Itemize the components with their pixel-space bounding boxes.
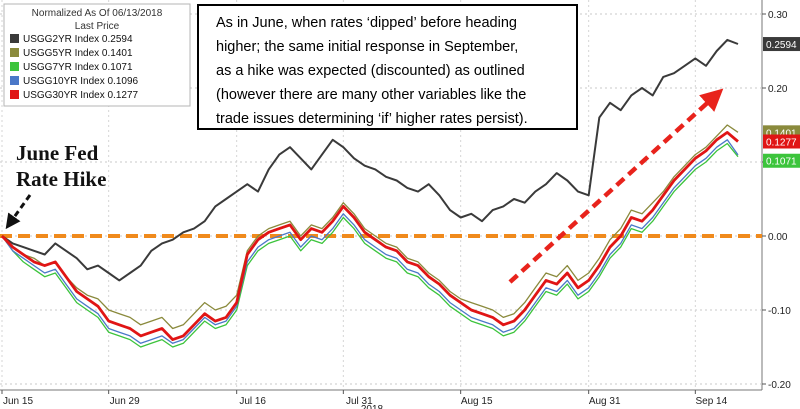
last-price-tag-label: 0.1277	[766, 138, 797, 149]
legend-swatch	[10, 62, 19, 71]
annotation-line-2: higher; the same initial response in Sep…	[216, 39, 518, 55]
y-axis-ticks: 0.300.200.100.00-0.10-0.20	[762, 10, 791, 391]
legend: Normalized As Of 06/13/2018 Last Price U…	[3, 3, 191, 107]
last-price-tag: 0.1071	[763, 153, 800, 168]
legend-title: Normalized As Of 06/13/2018	[32, 8, 163, 19]
annotation-line-4: (however there are many other variables …	[216, 87, 526, 103]
x-tick-label: Jun 29	[110, 396, 140, 407]
event-label-line1: June Fed	[16, 141, 99, 165]
legend-label: USGG2YR Index 0.2594	[23, 34, 133, 45]
y-tick-label: 0.20	[768, 84, 788, 95]
legend-label: USGG10YR Index 0.1096	[23, 76, 139, 87]
x-axis-label: 2018	[361, 404, 384, 409]
x-axis-ticks: Jun 15 Jun 29 Jul 16 Jul 31 Aug 15 Aug 31 Sep …	[1, 390, 728, 407]
legend-item: USGG10YR Index 0.1096	[10, 76, 139, 87]
series-line-usgg30yr	[0, 131, 739, 341]
x-tick-label: Jul 31	[346, 396, 373, 407]
legend-item: USGG2YR Index 0.2594	[10, 34, 133, 45]
x-tick-label: Aug 31	[589, 396, 621, 407]
annotation-line-1: As in June, when rates ‘dipped’ before h…	[216, 15, 517, 31]
last-price-tag-label: 0.2594	[766, 40, 797, 51]
last-price-tag-bg	[763, 37, 800, 52]
series-line-usgg7yr	[1, 142, 739, 348]
event-annotation: June Fed Rate Hike	[5, 141, 106, 230]
event-arrow	[5, 194, 32, 230]
legend-box	[3, 3, 191, 107]
last-price-tag-bg	[763, 134, 800, 149]
series-line-usgg2yr	[1, 38, 739, 282]
last-price-tag-bg	[763, 153, 800, 168]
annotation-box	[197, 4, 578, 130]
y-tick-label: 0.00	[768, 232, 788, 243]
y-tick-label: -0.20	[768, 380, 791, 391]
x-tick-label: Jul 16	[239, 396, 266, 407]
legend-label: USGG30YR Index 0.1277	[23, 90, 139, 101]
last-price-tag: 0.1277	[763, 134, 800, 149]
x-tick-label: Aug 15	[461, 396, 493, 407]
legend-label: USGG5YR Index 0.1401	[23, 48, 133, 59]
series-line-usgg5yr	[1, 124, 739, 330]
series-line-usgg10yr	[1, 139, 739, 344]
annotation-line-3: as a hike was expected (discounted) as o…	[216, 63, 525, 79]
y-tick-label: -0.10	[768, 306, 791, 317]
last-price-tag-label: 0.1401	[766, 128, 797, 139]
x-tick-label: Jun 15	[3, 396, 33, 407]
annotation-note: As in June, when rates ‘dipped’ before h…	[197, 4, 578, 130]
legend-item: USGG5YR Index 0.1401	[10, 48, 133, 59]
x-tick-label: Sep 14	[695, 396, 727, 407]
legend-item: USGG7YR Index 0.1071	[10, 62, 133, 73]
last-price-tag: 0.2594	[763, 37, 800, 52]
legend-swatch	[10, 48, 19, 57]
event-label-line2: Rate Hike	[16, 167, 106, 191]
legend-swatch	[10, 90, 19, 99]
annotation-line-5: trade issues determining ‘if’ higher rat…	[216, 111, 528, 127]
legend-label: USGG7YR Index 0.1071	[23, 62, 133, 73]
legend-swatch	[10, 34, 19, 43]
legend-item: USGG30YR Index 0.1277	[10, 90, 139, 101]
y-tick-label: 0.30	[768, 10, 788, 21]
legend-swatch	[10, 76, 19, 85]
legend-items: USGG2YR Index 0.2594 USGG5YR Index 0.1401…	[10, 34, 139, 101]
last-price-tag-label: 0.1071	[766, 157, 797, 168]
series-lines	[0, 38, 739, 348]
legend-subtitle: Last Price	[75, 21, 120, 32]
trend-arrow	[508, 88, 724, 284]
